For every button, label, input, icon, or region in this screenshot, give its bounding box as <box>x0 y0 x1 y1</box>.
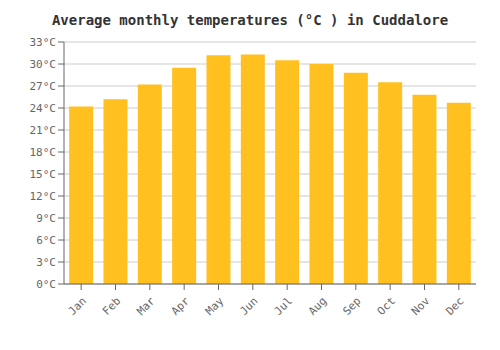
svg-text:Apr: Apr <box>169 294 193 318</box>
svg-text:Nov: Nov <box>409 294 433 318</box>
svg-text:0°C: 0°C <box>36 278 56 291</box>
svg-text:18°C: 18°C <box>30 146 57 159</box>
svg-text:12°C: 12°C <box>30 190 57 203</box>
svg-text:9°C: 9°C <box>36 212 56 225</box>
svg-text:May: May <box>203 294 227 318</box>
svg-text:Aug: Aug <box>306 295 329 318</box>
svg-text:3°C: 3°C <box>36 256 56 269</box>
html-text:Average monthly temperatures (: Average monthly temperatures (°C ) in Cu… <box>51 12 449 28</box>
svg-text:33°C: 33°C <box>30 36 57 49</box>
svg-text:Dec: Dec <box>443 295 466 318</box>
svg-text:Jul: Jul <box>272 295 295 318</box>
svg-text:24°C: 24°C <box>30 102 57 115</box>
svg-text:27°C: 27°C <box>30 80 57 93</box>
svg-text:15°C: 15°C <box>30 168 57 181</box>
svg-text:Jun: Jun <box>237 295 260 318</box>
svg-text:Feb: Feb <box>100 295 123 318</box>
svg-text:Oct: Oct <box>375 295 398 318</box>
svg-text:Sep: Sep <box>340 295 363 318</box>
svg-text:Mar: Mar <box>134 294 158 318</box>
svg-text:30°C: 30°C <box>30 58 57 71</box>
svg-text:6°C: 6°C <box>36 234 56 247</box>
svg-text:21°C: 21°C <box>30 124 57 137</box>
svg-text:Jan: Jan <box>66 295 89 318</box>
